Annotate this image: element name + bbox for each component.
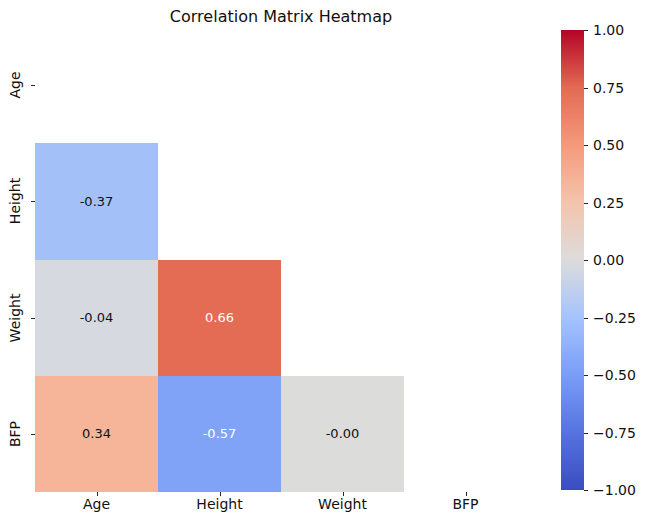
heatmap-cell-height-age: -0.37 — [35, 143, 158, 259]
colorbar-tick — [584, 433, 588, 434]
x-tick-label-bfp: BFP — [452, 496, 478, 512]
heatmap-cell-bfp-height: -0.57 — [158, 376, 281, 492]
colorbar-tick-label: −0.25 — [593, 310, 636, 326]
y-tick-label-bfp: BFP — [7, 421, 23, 447]
heatmap-cell-bfp-age: 0.34 — [35, 376, 158, 492]
colorbar-tick — [584, 260, 588, 261]
y-axis-tick — [31, 201, 35, 202]
heatmap-cell-weight-age: -0.04 — [35, 260, 158, 376]
colorbar-tick — [584, 203, 588, 204]
y-axis-tick — [31, 85, 35, 86]
y-tick-label-height: Height — [7, 178, 23, 224]
colorbar-tick — [584, 318, 588, 319]
colorbar-gradient — [561, 30, 584, 490]
heatmap-cell-bfp-weight: -0.00 — [281, 376, 404, 492]
y-axis-tick — [31, 318, 35, 319]
colorbar-tick — [584, 375, 588, 376]
colorbar-tick-label: 0.75 — [593, 80, 624, 96]
y-tick-label-age: Age — [7, 72, 23, 99]
x-tick-label-height: Height — [196, 496, 242, 512]
heatmap-plot-area: -0.37-0.040.660.34-0.57-0.00 — [35, 27, 527, 492]
figure: Correlation Matrix Heatmap -0.37-0.040.6… — [0, 0, 646, 526]
colorbar-tick — [584, 88, 588, 89]
heatmap-cell-weight-height: 0.66 — [158, 260, 281, 376]
chart-title: Correlation Matrix Heatmap — [35, 7, 527, 26]
colorbar-tick-label: 0.00 — [593, 252, 624, 268]
colorbar-tick-label: 0.25 — [593, 195, 624, 211]
colorbar-tick — [584, 30, 588, 31]
colorbar-tick — [584, 490, 588, 491]
x-tick-label-age: Age — [83, 496, 110, 512]
colorbar-tick-label: −0.50 — [593, 367, 636, 383]
colorbar-tick-label: −1.00 — [593, 482, 636, 498]
y-tick-label-weight: Weight — [7, 293, 23, 342]
colorbar-tick-label: 0.50 — [593, 137, 624, 153]
colorbar-tick — [584, 145, 588, 146]
y-axis-tick — [31, 434, 35, 435]
x-tick-label-weight: Weight — [318, 496, 367, 512]
colorbar-tick-label: −0.75 — [593, 425, 636, 441]
colorbar-tick-label: 1.00 — [593, 22, 624, 38]
